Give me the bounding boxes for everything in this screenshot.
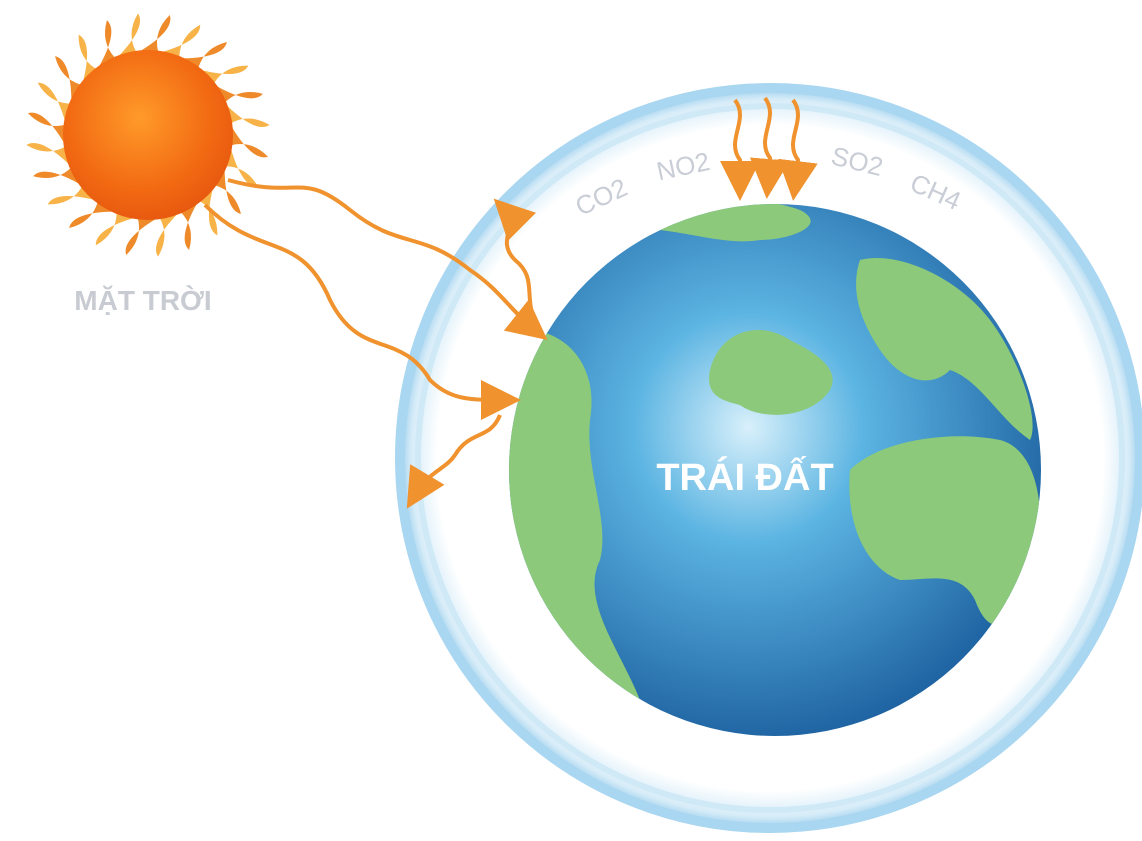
sun-flare (38, 83, 70, 122)
sun-flare (126, 218, 157, 255)
sun-label: MẶT TRỜI (74, 285, 211, 316)
page: TRÁI ĐẤT MẶT TRỜI CO2 NO2 SO2 CH4 (() =>… (0, 0, 1142, 841)
sun-flare (96, 213, 135, 245)
sun-flare (227, 105, 270, 127)
greenhouse-diagram: TRÁI ĐẤT MẶT TRỜI CO2 NO2 SO2 CH4 (0, 0, 1142, 841)
sun-flare (156, 214, 178, 257)
sun-flare (26, 143, 69, 165)
sun-flare (118, 13, 140, 56)
sun (26, 13, 269, 256)
earth-label: TRÁI ĐẤT (656, 455, 833, 499)
sun-flare (140, 15, 171, 52)
sun-flare (162, 25, 201, 57)
sun-flare (231, 127, 268, 158)
sun-flare (28, 113, 65, 144)
sun-disc (63, 50, 233, 220)
